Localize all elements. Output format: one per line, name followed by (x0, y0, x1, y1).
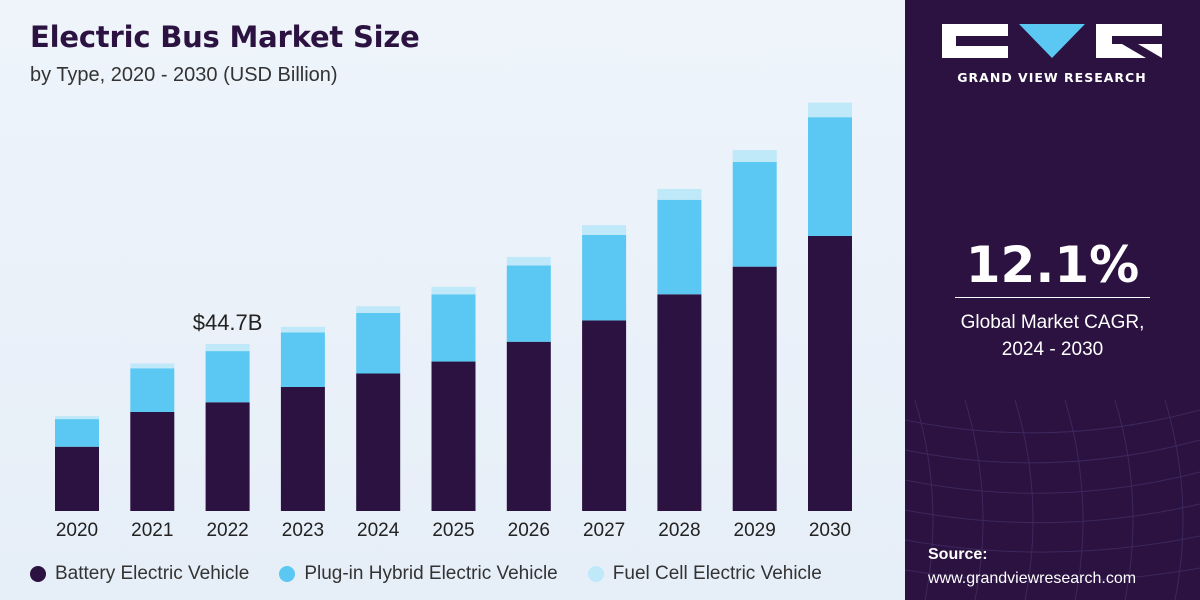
bar-2022-series-0 (205, 402, 250, 511)
bar-2022-series-2 (205, 343, 250, 352)
legend-label-fuel-cell: Fuel Cell Electric Vehicle (612, 563, 822, 584)
data-label-annotation: $44.7B (193, 310, 263, 335)
cagr-label-line2: 2024 - 2030 (1001, 339, 1104, 360)
source-title: Source: (928, 546, 988, 563)
bar-2020-series-0 (55, 446, 99, 511)
bar-2024-series-1 (356, 312, 401, 374)
legend-item-plugin-hybrid: Plug-in Hybrid Electric Vehicle (279, 563, 558, 585)
brand-sidebar: GRAND VIEW RESEARCH 12.1% Global Market … (905, 0, 1200, 600)
page-subtitle: by Type, 2020 - 2030 (USD Billion) (30, 64, 338, 86)
cagr-label: Global Market CAGR, 2024 - 2030 (905, 309, 1200, 363)
bar-2022-series-1 (205, 351, 250, 403)
cagr-divider (955, 297, 1150, 298)
x-tick-label: 2024 (357, 520, 400, 541)
x-tick-label: 2021 (131, 520, 173, 541)
bar-2030-series-0 (808, 236, 852, 511)
legend-label-plugin-hybrid: Plug-in Hybrid Electric Vehicle (304, 563, 558, 584)
cagr-label-line1: Global Market CAGR, (960, 312, 1145, 333)
bar-2020-series-1 (55, 419, 99, 447)
bar-2023-series-1 (280, 332, 325, 387)
x-tick-label: 2030 (809, 520, 851, 541)
chart-legend: Battery Electric Vehicle Plug-in Hybrid … (30, 560, 822, 588)
x-tick-label: 2023 (282, 520, 324, 541)
x-tick-label: 2028 (658, 520, 700, 541)
page-title: Electric Bus Market Size (30, 20, 420, 54)
source-url[interactable]: www.grandviewresearch.com (928, 570, 1137, 587)
bar-2030-series-2 (808, 102, 852, 118)
bar-2025-series-2 (431, 286, 476, 295)
bar-2030-series-1 (808, 117, 852, 237)
legend-swatch-battery (30, 566, 46, 582)
legend-item-fuel-cell: Fuel Cell Electric Vehicle (587, 563, 822, 585)
bar-2027-series-0 (582, 320, 627, 511)
bar-2020-series-2 (55, 416, 99, 420)
x-tick-label: 2029 (734, 520, 776, 541)
brand-name: GRAND VIEW RESEARCH (957, 70, 1147, 85)
bar-2028-series-0 (657, 294, 702, 511)
bar-2029-series-1 (732, 162, 777, 267)
bar-2028-series-2 (657, 188, 702, 200)
bar-2027-series-2 (582, 225, 627, 235)
bar-2028-series-1 (657, 199, 702, 295)
bar-2025-series-0 (431, 361, 476, 511)
grand-view-research-logo-icon (942, 24, 1162, 58)
bar-2025-series-1 (431, 294, 476, 362)
source-block: Source: www.grandviewresearch.com (928, 543, 1136, 591)
x-tick-label: 2026 (508, 520, 550, 541)
bar-2023-series-0 (280, 386, 325, 511)
x-tick-label: 2027 (583, 520, 625, 541)
bar-2029-series-2 (732, 150, 777, 163)
bar-2027-series-1 (582, 234, 627, 321)
bar-2024-series-2 (356, 306, 401, 313)
bar-2023-series-2 (280, 326, 325, 333)
bar-2026-series-1 (506, 265, 551, 342)
bar-2026-series-0 (506, 341, 551, 511)
bar-2021-series-1 (130, 368, 175, 412)
legend-item-battery: Battery Electric Vehicle (30, 563, 249, 585)
bar-chart: 2020 2021 2022 2023 2024 2025 2026 2027 2028 2029… (55, 102, 852, 541)
chart-panel: Electric Bus Market Size by Type, 2020 -… (0, 0, 905, 600)
bar-2021-series-2 (130, 363, 175, 369)
x-tick-label: 2022 (206, 520, 248, 541)
bar-2021-series-0 (130, 411, 175, 511)
bar-2026-series-2 (506, 256, 551, 266)
bar-2029-series-0 (732, 266, 777, 511)
legend-swatch-plugin-hybrid (279, 566, 296, 582)
legend-swatch-fuel-cell (587, 566, 604, 582)
cagr-value: 12.1% (965, 236, 1140, 294)
x-tick-label: 2020 (56, 520, 98, 541)
legend-label-battery: Battery Electric Vehicle (55, 563, 250, 584)
x-tick-label: 2025 (432, 520, 474, 541)
decorative-grid-pattern (905, 399, 1200, 600)
bar-2024-series-0 (356, 373, 401, 511)
